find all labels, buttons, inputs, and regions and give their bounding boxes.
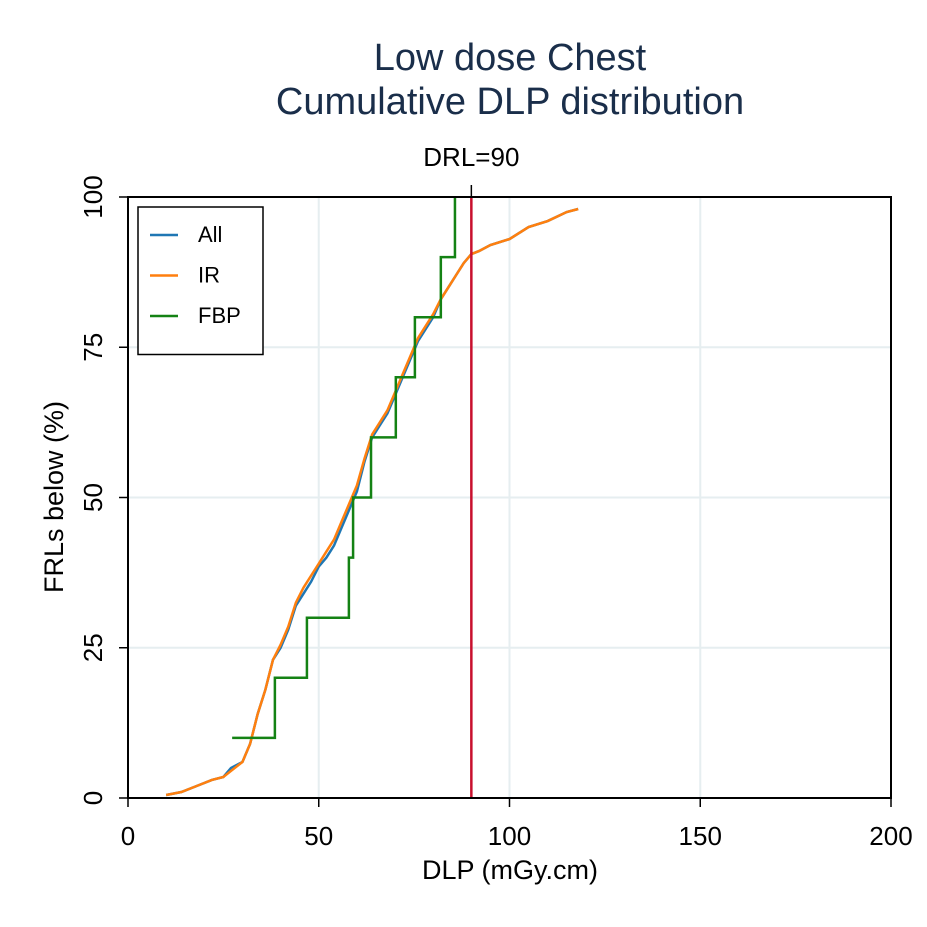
plot-frame: [127, 196, 892, 799]
x-tick-label: 100: [488, 821, 531, 851]
x-tick-label: 50: [304, 821, 333, 851]
x-tick-label: 0: [121, 821, 135, 851]
x-tick-label: 200: [869, 821, 912, 851]
chart-title: Cumulative DLP distribution: [276, 81, 744, 123]
legend-box: [137, 206, 264, 356]
x-axis-label: DLP (mGy.cm): [422, 855, 598, 885]
y-tick-label: 25: [78, 633, 108, 662]
legend-label: IR: [198, 262, 220, 287]
y-axis-label: FRLs below (%): [39, 401, 69, 593]
legend-label: All: [198, 222, 222, 247]
y-tick-label: 0: [78, 791, 108, 805]
series-line: [232, 197, 457, 740]
legend-label: FBP: [198, 303, 241, 328]
reference-label: DRL=90: [423, 142, 519, 172]
chart-title: Low dose Chest: [374, 37, 647, 79]
y-tick-label: 50: [78, 483, 108, 512]
x-tick-label: 150: [679, 821, 722, 851]
y-tick-label: 75: [78, 333, 108, 362]
y-tick-label: 100: [78, 175, 108, 218]
